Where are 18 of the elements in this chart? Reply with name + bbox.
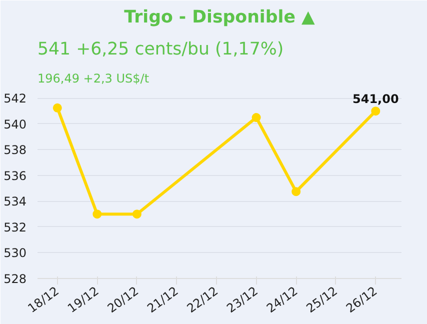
y-tick-label: 540 bbox=[4, 117, 26, 132]
y-tick-label: 534 bbox=[4, 194, 26, 209]
point bbox=[132, 210, 142, 219]
chart-title: Trigo - Disponible ▲ bbox=[124, 8, 316, 28]
y-tick-label: 538 bbox=[4, 143, 26, 158]
chart-subtitle: 541 +6,25 cents/bu (1,17%) bbox=[38, 40, 284, 60]
y-tick-label: 542 bbox=[4, 92, 26, 106]
y-tick-label: 532 bbox=[4, 220, 26, 234]
point bbox=[371, 106, 380, 116]
data-label: 541,00 bbox=[352, 92, 399, 106]
y-tick-label: 536 bbox=[4, 168, 26, 183]
point bbox=[92, 210, 102, 219]
point bbox=[252, 113, 261, 122]
point bbox=[292, 187, 301, 196]
y-tick-label: 530 bbox=[4, 246, 26, 260]
y-tick-label: 528 bbox=[4, 272, 26, 286]
point bbox=[52, 103, 62, 112]
text: 196,49 +2,3 US$/t bbox=[38, 72, 150, 86]
